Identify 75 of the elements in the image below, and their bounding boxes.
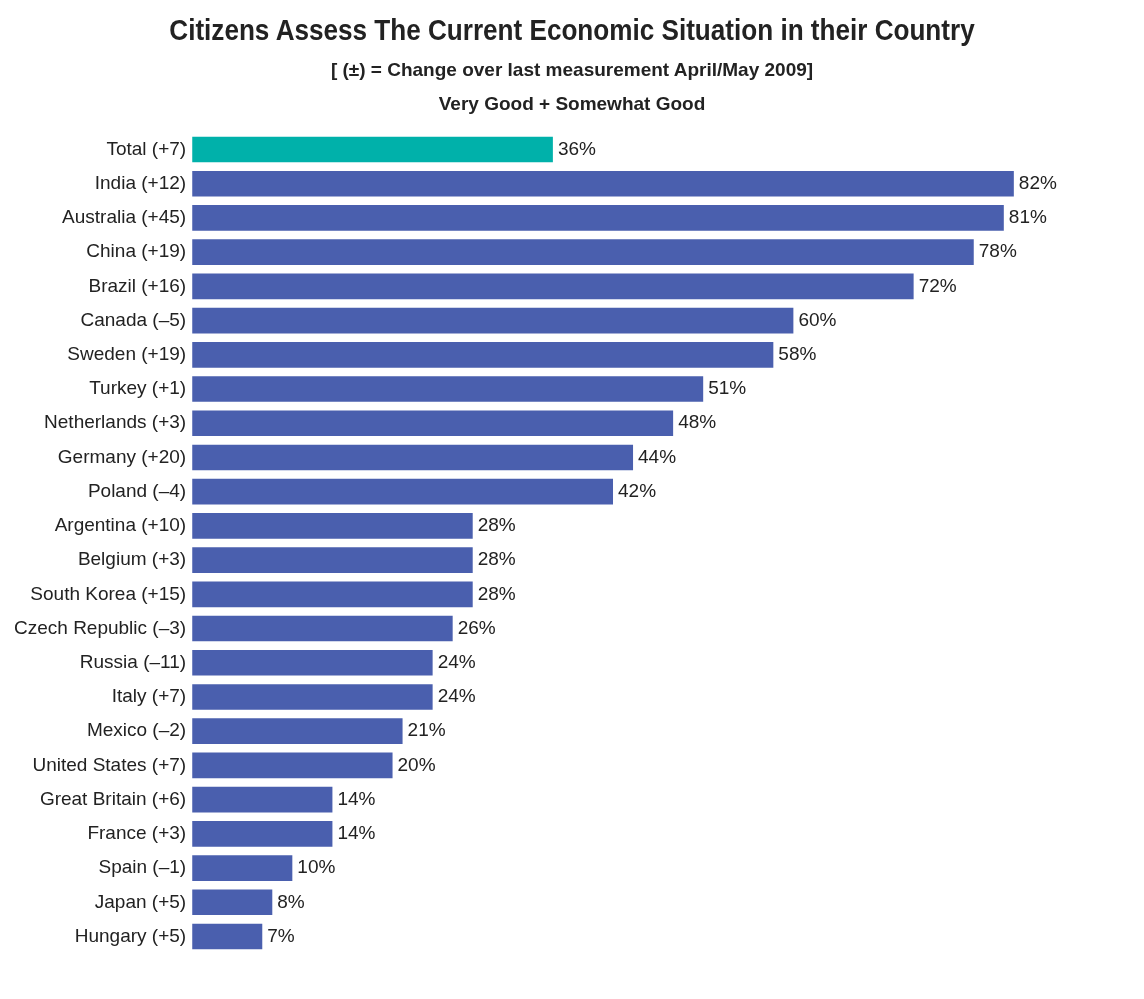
bar xyxy=(192,821,333,847)
y-tick-label: Argentina (+10) xyxy=(54,514,187,536)
bar xyxy=(192,718,403,745)
bar xyxy=(192,376,704,402)
data-label: 21% xyxy=(407,719,446,741)
bar xyxy=(192,581,473,608)
y-tick-label: Germany (+20) xyxy=(57,445,187,467)
chart-subtitle: [ (±) = Change over last measurement April/May 2009] xyxy=(329,59,815,81)
data-label: 20% xyxy=(397,753,436,775)
bar xyxy=(192,855,293,881)
bar xyxy=(192,136,553,163)
data-label: 14% xyxy=(337,822,376,844)
y-tick-label: France (+3) xyxy=(87,822,187,844)
data-label: 28% xyxy=(477,514,516,536)
bar xyxy=(192,649,433,676)
y-tick-label: United States (+7) xyxy=(32,753,187,775)
data-label: 58% xyxy=(778,343,817,365)
bar xyxy=(192,923,263,950)
y-tick-label: South Korea (+15) xyxy=(30,582,187,604)
text: Very Good + Somewhat Good xyxy=(437,93,707,115)
bar xyxy=(192,752,393,779)
bar xyxy=(192,547,473,573)
bar xyxy=(192,410,674,437)
data-label: 60% xyxy=(798,308,837,330)
data-label: 28% xyxy=(477,582,516,604)
bar xyxy=(192,478,613,505)
bar xyxy=(192,239,974,265)
y-tick-label: Russia (–11) xyxy=(79,650,187,672)
data-label: 36% xyxy=(557,137,597,159)
y-tick-label: Turkey (+1) xyxy=(89,377,187,399)
bar xyxy=(192,684,433,710)
data-label: 28% xyxy=(477,548,516,570)
data-label: 82% xyxy=(1018,171,1057,193)
y-tick-label: Japan (+5) xyxy=(94,890,187,912)
data-label: 78% xyxy=(978,240,1017,262)
y-tick-label: Czech Republic (–3) xyxy=(13,616,187,638)
bar xyxy=(192,615,453,642)
bar xyxy=(192,170,1014,197)
data-label: 8% xyxy=(277,890,305,912)
data-label: 26% xyxy=(457,616,496,638)
data-label: 24% xyxy=(437,650,476,672)
y-tick-label: Total (+7) xyxy=(106,137,187,159)
data-label: 42% xyxy=(618,479,657,501)
bar xyxy=(192,513,473,539)
data-label: 81% xyxy=(1008,206,1047,228)
y-tick-label: Australia (+45) xyxy=(62,206,187,228)
y-tick-label: Belgium (+3) xyxy=(77,548,187,570)
bar xyxy=(192,307,794,334)
bar xyxy=(192,786,333,813)
y-tick-label: Great Britain (+6) xyxy=(39,787,187,809)
data-label: 51% xyxy=(708,377,747,399)
y-tick-label: Italy (+7) xyxy=(111,685,187,707)
data-label: 44% xyxy=(638,445,677,467)
y-tick-label: Canada (–5) xyxy=(80,308,187,330)
bar xyxy=(192,205,1004,231)
y-tick-label: Brazil (+16) xyxy=(88,274,187,296)
y-tick-label: India (+12) xyxy=(94,171,187,193)
data-label: 24% xyxy=(437,685,476,707)
bar xyxy=(192,889,273,916)
bar xyxy=(192,273,914,300)
bar xyxy=(192,341,774,368)
y-tick-label: Hungary (+5) xyxy=(74,924,187,946)
data-label: 7% xyxy=(267,924,295,946)
chart-title: Citizens Assess The Current Economic Situation in their Country xyxy=(168,13,976,47)
y-tick-label: Poland (–4) xyxy=(87,479,187,501)
data-label: 14% xyxy=(337,787,376,809)
bar xyxy=(192,444,634,471)
data-label: 72% xyxy=(918,274,957,296)
y-tick-label: Sweden (+19) xyxy=(67,343,187,365)
data-label: 48% xyxy=(678,411,717,433)
y-tick-label: Netherlands (+3) xyxy=(44,411,187,433)
y-tick-label: Spain (–1) xyxy=(98,856,187,878)
data-label: 10% xyxy=(297,856,336,878)
y-tick-label: Mexico (–2) xyxy=(86,719,187,741)
y-tick-label: China (+19) xyxy=(86,240,187,262)
